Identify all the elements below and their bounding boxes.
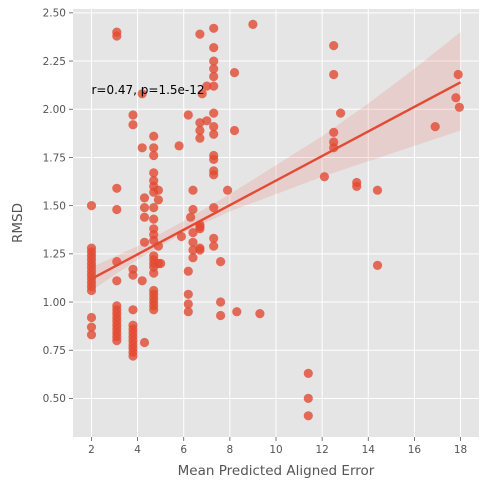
scatter-point (209, 24, 218, 33)
scatter-point (209, 43, 218, 52)
scatter-point (184, 290, 193, 299)
scatter-point (209, 155, 218, 164)
scatter-point (128, 110, 137, 119)
scatter-point (175, 141, 184, 150)
scatter-point (209, 130, 218, 139)
scatter-point (329, 41, 338, 50)
scatter-point (216, 257, 225, 266)
scatter-point (184, 307, 193, 316)
scatter-point (154, 186, 163, 195)
scatter-point (373, 261, 382, 270)
scatter-point (112, 336, 121, 345)
scatter-point (195, 224, 204, 233)
scatter-point (304, 411, 313, 420)
x-tick-label: 14 (362, 444, 376, 456)
scatter-point (454, 70, 463, 79)
y-tick-label: 1.50 (43, 200, 66, 212)
scatter-point (184, 110, 193, 119)
scatter-point (195, 134, 204, 143)
y-axis-label: RMSD (10, 203, 26, 243)
scatter-point (209, 170, 218, 179)
scatter-point (373, 186, 382, 195)
scatter-point (128, 271, 137, 280)
scatter-point (188, 253, 197, 262)
scatter-point (209, 72, 218, 81)
scatter-point (112, 276, 121, 285)
scatter-point (140, 213, 149, 222)
scatter-point (87, 286, 96, 295)
x-tick-label: 12 (315, 444, 328, 456)
scatter-point (188, 205, 197, 214)
scatter-point (336, 109, 345, 118)
scatter-point (149, 215, 158, 224)
correlation-annotation: r=0.47, p=1.5e-12 (91, 83, 204, 97)
y-tick-label: 2.00 (43, 104, 66, 116)
y-tick-label: 0.75 (43, 345, 66, 357)
y-tick-label: 1.00 (43, 297, 66, 309)
x-tick-label: 4 (134, 444, 141, 456)
scatter-point (230, 68, 239, 77)
scatter-point (304, 394, 313, 403)
y-tick-label: 2.50 (43, 8, 66, 20)
scatter-point (140, 338, 149, 347)
scatter-point (138, 276, 147, 285)
y-tick-label: 1.75 (43, 152, 66, 164)
scatter-point (455, 103, 464, 112)
scatter-point (156, 259, 165, 268)
scatter-point (304, 369, 313, 378)
y-tick-label: 0.50 (43, 393, 66, 405)
scatter-point (140, 203, 149, 212)
scatter-point (184, 267, 193, 276)
y-tick-label: 1.25 (43, 249, 66, 261)
scatter-point (195, 245, 204, 254)
scatter-point (248, 20, 257, 29)
scatter-point (320, 172, 329, 181)
scatter-point (128, 305, 137, 314)
scatter-point (329, 128, 338, 137)
scatter-point (255, 309, 264, 318)
scatter-point (112, 205, 121, 214)
y-tick-label: 2.25 (43, 56, 66, 68)
scatter-point (230, 126, 239, 135)
scatter-point (149, 269, 158, 278)
scatter-point (209, 109, 218, 118)
x-tick-label: 10 (269, 444, 282, 456)
scatter-point (188, 186, 197, 195)
scatter-point (216, 297, 225, 306)
scatter-point (112, 184, 121, 193)
scatter-point (352, 182, 361, 191)
scatter-point (149, 151, 158, 160)
scatter-point (149, 132, 158, 141)
scatter-point (232, 307, 241, 316)
scatter-point (87, 201, 96, 210)
scatter-point (154, 195, 163, 204)
scatter-point (138, 143, 147, 152)
x-axis-label: Mean Predicted Aligned Error (178, 463, 375, 479)
scatter-point (209, 242, 218, 251)
scatter-point (195, 29, 204, 38)
x-tick-label: 8 (227, 444, 234, 456)
scatter-point (128, 120, 137, 129)
x-tick-label: 6 (180, 444, 187, 456)
scatter-point (329, 70, 338, 79)
x-tick-label: 18 (454, 444, 467, 456)
scatter-point (128, 351, 137, 360)
scatter-point (209, 82, 218, 91)
scatter-point (451, 93, 460, 102)
scatter-point (216, 311, 225, 320)
scatter-point (431, 122, 440, 131)
scatter-point (223, 186, 232, 195)
scatter-point (140, 238, 149, 247)
scatter-point (140, 193, 149, 202)
scatter-point (87, 313, 96, 322)
scatter-point (112, 31, 121, 40)
scatter-point (149, 203, 158, 212)
x-tick-label: 2 (88, 444, 95, 456)
scatter-point (149, 305, 158, 314)
scatter-point (87, 330, 96, 339)
x-tick-label: 16 (408, 444, 422, 456)
